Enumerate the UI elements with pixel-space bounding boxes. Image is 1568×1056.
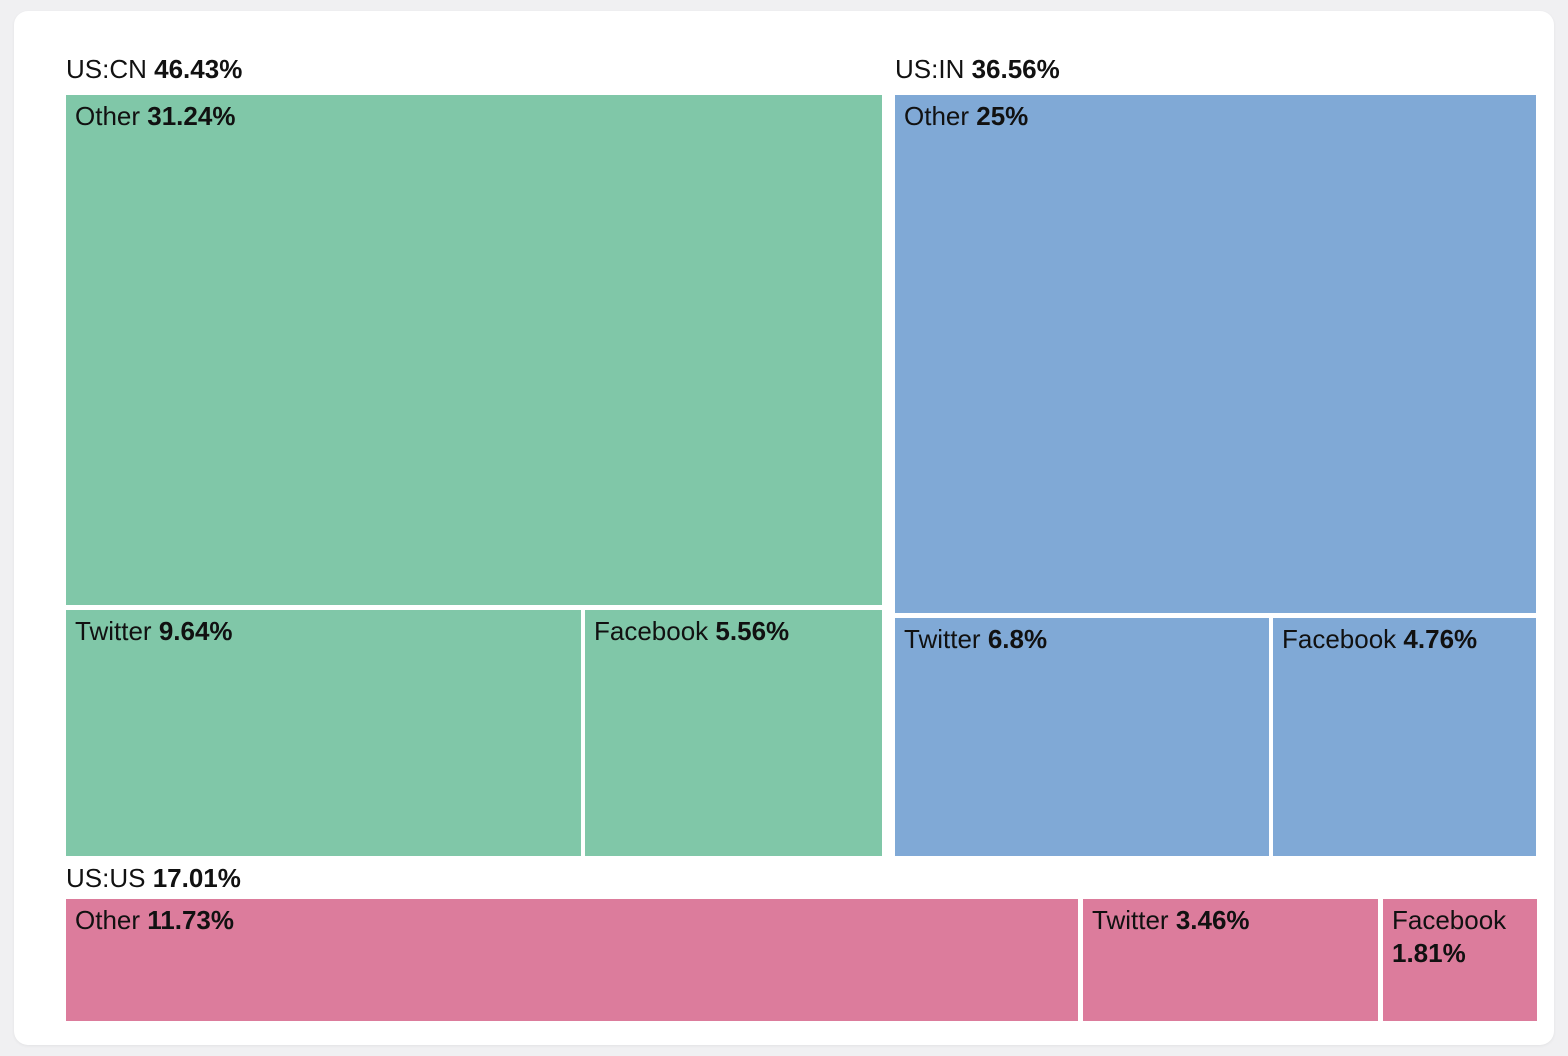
group-header-us-in: US:IN 36.56% <box>895 53 1060 85</box>
treemap-card: US:CN 46.43% Other 31.24% Twitter 9.64% … <box>14 11 1554 1045</box>
tile-percent: 1.81% <box>1392 938 1466 968</box>
group-percent: 36.56% <box>971 54 1060 84</box>
tile-us-us-twitter[interactable]: Twitter 3.46% <box>1083 899 1378 1021</box>
tile-label: Other <box>75 101 141 131</box>
tile-percent: 9.64% <box>158 616 233 646</box>
group-name: US:US <box>66 863 146 893</box>
tile-percent: 25% <box>976 101 1029 131</box>
group-name: US:CN <box>66 54 147 84</box>
tile-label: Other <box>904 101 970 131</box>
tile-us-in-twitter[interactable]: Twitter 6.8% <box>895 618 1269 856</box>
tile-us-in-facebook[interactable]: Facebook 4.76% <box>1273 618 1536 856</box>
tile-us-us-facebook[interactable]: Facebook 1.81% <box>1383 899 1537 1021</box>
tile-us-us-other[interactable]: Other 11.73% <box>66 899 1078 1021</box>
group-header-us-us: US:US 17.01% <box>66 862 241 894</box>
tile-percent: 11.73% <box>147 905 235 935</box>
tile-label: Facebook <box>1392 905 1507 935</box>
tile-label: Twitter <box>75 616 152 646</box>
tile-label: Facebook <box>1282 624 1397 654</box>
tile-percent: 31.24% <box>147 101 236 131</box>
tile-us-cn-twitter[interactable]: Twitter 9.64% <box>66 610 581 856</box>
tile-label: Other <box>75 905 141 935</box>
tile-percent: 5.56% <box>715 616 790 646</box>
tile-label: Twitter <box>1092 905 1169 935</box>
tile-us-cn-facebook[interactable]: Facebook 5.56% <box>585 610 882 856</box>
tile-label: Facebook <box>594 616 709 646</box>
tile-label: Twitter <box>904 624 981 654</box>
tile-us-cn-other[interactable]: Other 31.24% <box>66 95 882 605</box>
group-header-us-cn: US:CN 46.43% <box>66 53 242 85</box>
tile-us-in-other[interactable]: Other 25% <box>895 95 1536 613</box>
group-percent: 17.01% <box>152 863 241 893</box>
tile-percent: 6.8% <box>987 624 1048 654</box>
group-name: US:IN <box>895 54 965 84</box>
tile-percent: 4.76% <box>1403 624 1478 654</box>
group-percent: 46.43% <box>154 54 243 84</box>
tile-percent: 3.46% <box>1175 905 1250 935</box>
